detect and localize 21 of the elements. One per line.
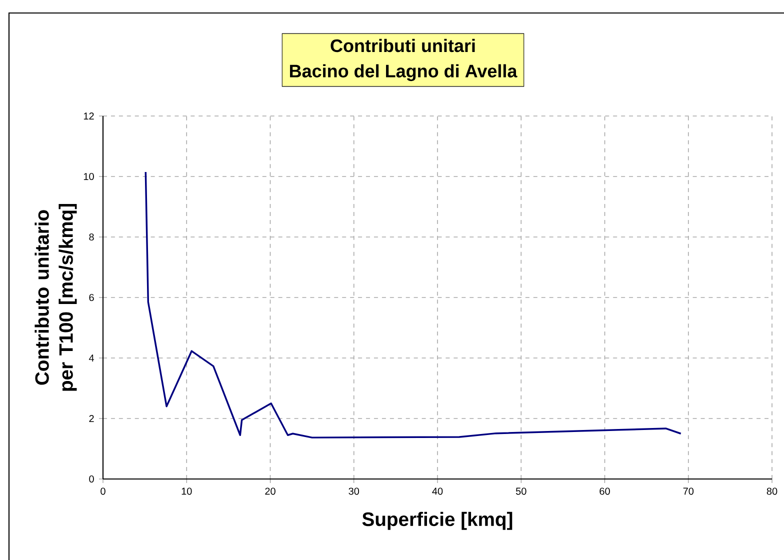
chart-subtitle: Bacino del Lagno di Avella (290, 64, 518, 82)
y-tick-label: 4 (88, 354, 94, 362)
x-tick-label: 20 (265, 488, 276, 495)
y-tick-label: 8 (89, 233, 94, 241)
y-tick-label: 6 (89, 294, 94, 302)
x-tick-label: 60 (600, 488, 610, 495)
chart-title: Contributi unitari (330, 38, 475, 52)
y-tick-label: 10 (84, 172, 94, 180)
y-tick-label: 12 (84, 112, 94, 120)
x-tick-label: 40 (432, 488, 443, 495)
x-tick-label: 0 (100, 488, 106, 495)
x-tick-label: 30 (348, 488, 360, 495)
x-tick-label: 10 (182, 488, 192, 495)
y-tick-label: 2 (89, 415, 94, 422)
y-axis-title: Contributo unitario per T100 [mc/s/kmq] (34, 204, 77, 391)
y-tick-label: 0 (89, 475, 94, 483)
x-tick-label: 80 (766, 488, 778, 495)
line-series (144, 171, 682, 438)
x-tick-label: 50 (516, 488, 526, 495)
x-axis-title: Superficie [kmq] (362, 512, 512, 530)
x-tick-label: 70 (683, 488, 694, 495)
